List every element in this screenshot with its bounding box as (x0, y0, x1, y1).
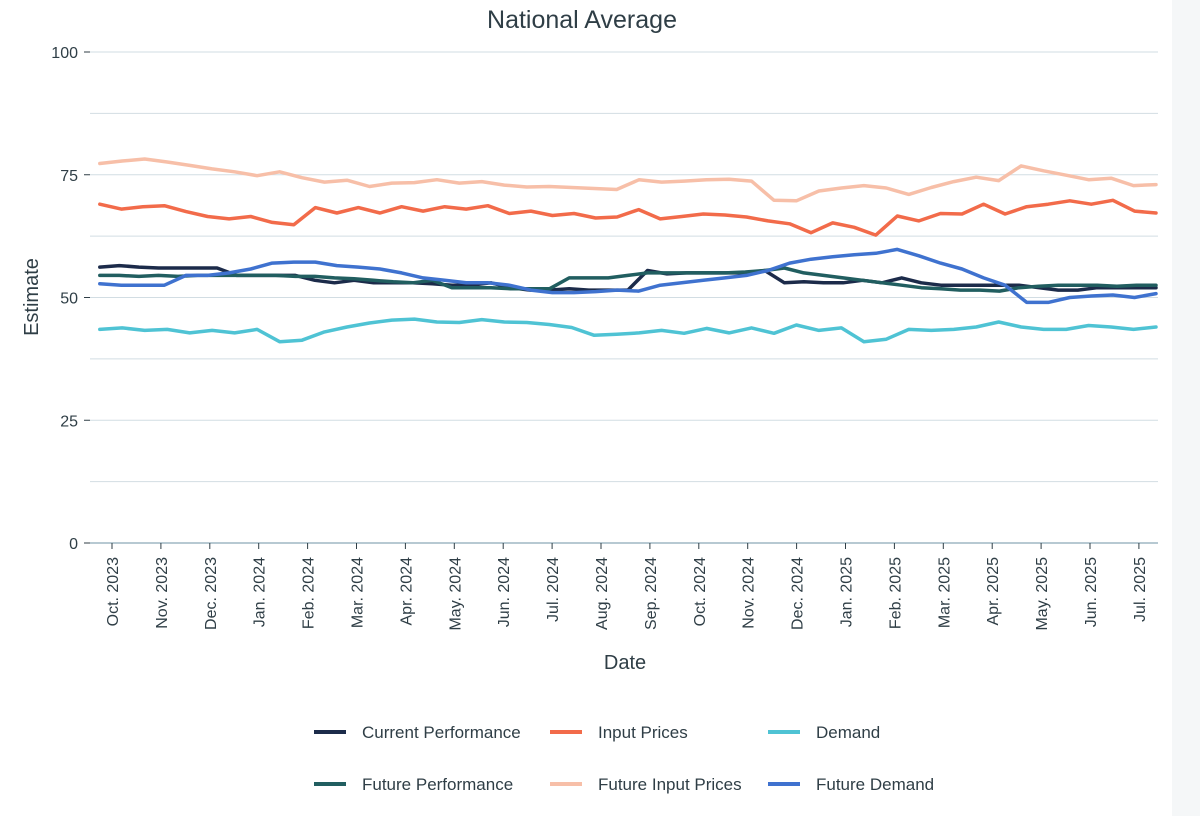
chart-title: National Average (487, 6, 677, 34)
x-tick-label: Apr. 2024 (398, 557, 415, 626)
legend-label: Future Performance (362, 775, 513, 794)
legend-label: Current Performance (362, 723, 521, 742)
x-tick-label: Feb. 2025 (887, 557, 904, 629)
y-axis: 0 25 50 75 100 (51, 45, 90, 553)
x-tick-label: Sep. 2024 (643, 557, 660, 630)
x-tick-label: Jun. 2025 (1083, 557, 1100, 627)
x-tick-label: Mar. 2025 (936, 557, 953, 628)
legend-label: Future Input Prices (598, 775, 742, 794)
x-tick-label: Jul. 2024 (545, 557, 562, 622)
legend-item[interactable]: Current Performance (314, 723, 521, 742)
x-axis: Oct. 2023 Nov. 2023 Dec. 2023 Jan. 2024 Feb.… (105, 543, 1149, 631)
legend-item[interactable]: Input Prices (550, 723, 688, 742)
x-tick-label: Feb. 2024 (301, 557, 318, 629)
x-tick-label: Mar. 2024 (350, 557, 367, 628)
x-tick-label: Jun. 2024 (496, 557, 513, 627)
x-tick-label: Dec. 2024 (790, 557, 807, 630)
legend-item[interactable]: Future Demand (768, 775, 934, 794)
legend-label: Future Demand (816, 775, 934, 794)
x-tick-label: Aug. 2024 (594, 557, 611, 630)
gridlines (90, 51, 1158, 544)
x-tick-label: Nov. 2024 (741, 557, 758, 629)
x-tick-label: Apr. 2025 (985, 557, 1002, 626)
legend-item[interactable]: Future Input Prices (550, 775, 742, 794)
x-tick-label: Oct. 2023 (105, 557, 122, 626)
legend-label: Demand (816, 723, 880, 742)
line-chart: National Average 0 25 50 75 100 Oct. 2023 Nov… (21, 6, 1158, 794)
legend-label: Input Prices (598, 723, 688, 742)
x-axis-title: Date (604, 652, 646, 674)
x-tick-label: Jul. 2025 (1132, 557, 1149, 622)
series-line-future-demand[interactable] (98, 247, 1158, 305)
chart-container: National Average 0 25 50 75 100 Oct. 2023 Nov… (21, 6, 1158, 794)
x-tick-label: May. 2024 (447, 557, 464, 631)
x-tick-label: Jan. 2024 (252, 557, 269, 627)
series-line-current-performance[interactable] (98, 263, 1158, 292)
x-tick-label: May. 2025 (1034, 557, 1051, 631)
y-tick-label: 0 (69, 536, 78, 553)
y-tick-label: 50 (60, 291, 78, 308)
series-line-future-input-prices[interactable] (98, 157, 1158, 203)
series-line-demand[interactable] (98, 317, 1158, 344)
series-lines (98, 157, 1158, 344)
y-tick-label: 100 (51, 45, 78, 62)
x-tick-label: Dec. 2023 (203, 557, 220, 630)
x-tick-label: Nov. 2023 (154, 557, 171, 629)
legend-item[interactable]: Demand (768, 723, 880, 742)
y-tick-label: 75 (60, 168, 78, 185)
y-axis-title: Estimate (21, 258, 43, 336)
y-tick-label: 25 (60, 413, 78, 430)
legend-item[interactable]: Future Performance (314, 775, 513, 794)
series-line-input-prices[interactable] (98, 198, 1158, 237)
x-tick-label: Jan. 2025 (839, 557, 856, 627)
x-tick-label: Oct. 2024 (692, 557, 709, 626)
series-line-future-performance[interactable] (98, 266, 1158, 293)
legend: Current Performance Input Prices Demand Fut… (314, 723, 934, 794)
